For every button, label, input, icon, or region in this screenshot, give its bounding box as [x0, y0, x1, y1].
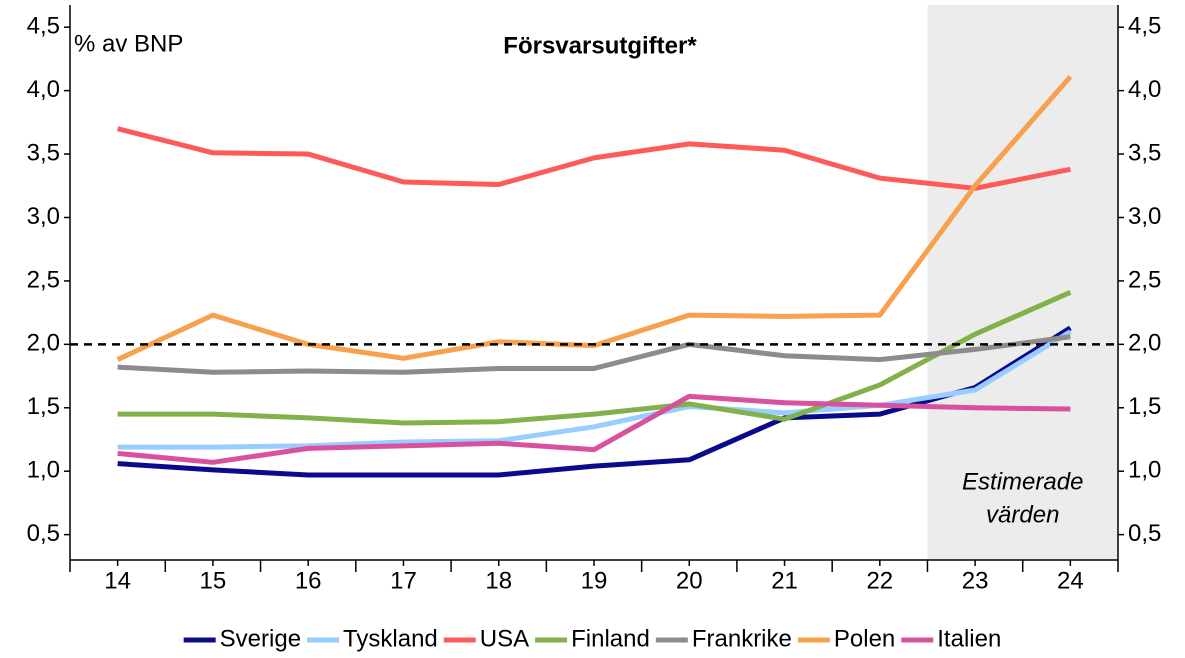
- legend-label: Italien: [937, 625, 1001, 652]
- series-line: [117, 126, 1071, 191]
- x-tick-label: 24: [1057, 567, 1084, 594]
- x-tick-label: 18: [485, 567, 512, 594]
- series-line: [117, 329, 1072, 450]
- x-tick-label: 20: [676, 567, 703, 594]
- y-tick-label: 1,5: [27, 393, 60, 420]
- x-tick-label: 17: [390, 567, 417, 594]
- legend-label: Finland: [571, 625, 650, 652]
- legend-label: Polen: [834, 625, 895, 652]
- y-tick-label: 0,5: [27, 520, 60, 547]
- forecast-shade: [927, 5, 1118, 560]
- series-line: [116, 75, 1073, 362]
- legend-label: USA: [480, 625, 529, 652]
- y2-tick-label: 1,5: [1128, 393, 1161, 420]
- y-tick-label: 4,0: [27, 76, 60, 103]
- y-tick-label: 4,5: [27, 13, 60, 40]
- background-layer: [927, 5, 1118, 560]
- y-tick-label: 2,0: [27, 330, 60, 357]
- x-tick-label: 15: [200, 567, 227, 594]
- y2-tick-label: 2,0: [1128, 330, 1161, 357]
- foreground-layer: 0,5 1,0 1,5 2,0 2,5 3,0 3,5 4,0 4,5 0,5 1,0 1,5 2,0 2…: [27, 5, 1161, 652]
- y2-tick-label: 0,5: [1128, 520, 1161, 547]
- legend-label: Tyskland: [343, 625, 438, 652]
- y2-tick-label: 3,0: [1128, 203, 1161, 230]
- y-tick-label: 3,5: [27, 139, 60, 166]
- x-tick-label: 21: [771, 567, 798, 594]
- y2-tick-label: 3,5: [1128, 139, 1161, 166]
- x-tick-label: 22: [866, 567, 893, 594]
- x-tick-label: 19: [581, 567, 608, 594]
- legend-label: Sverige: [220, 625, 301, 652]
- annotation: värden: [986, 501, 1059, 528]
- y2-tick-label: 2,5: [1128, 266, 1161, 293]
- legend-label: Frankrike: [692, 625, 792, 652]
- series-line: [117, 290, 1072, 426]
- y-tick-label: 3,0: [27, 203, 60, 230]
- y2-tick-label: 4,5: [1128, 13, 1161, 40]
- series-line: [117, 393, 1071, 465]
- x-tick-label: 23: [962, 567, 989, 594]
- y2-tick-label: 1,0: [1128, 457, 1161, 484]
- x-tick-label: 16: [295, 567, 322, 594]
- y-axis-label: % av BNP: [74, 30, 183, 57]
- series-line: [117, 334, 1071, 375]
- y-tick-label: 1,0: [27, 457, 60, 484]
- y-tick-label: 2,5: [27, 266, 60, 293]
- chart-title: Försvarsutgifter*: [503, 32, 697, 59]
- x-tick-label: 14: [104, 567, 131, 594]
- y2-tick-label: 4,0: [1128, 76, 1161, 103]
- annotation: Estimerade: [962, 468, 1083, 495]
